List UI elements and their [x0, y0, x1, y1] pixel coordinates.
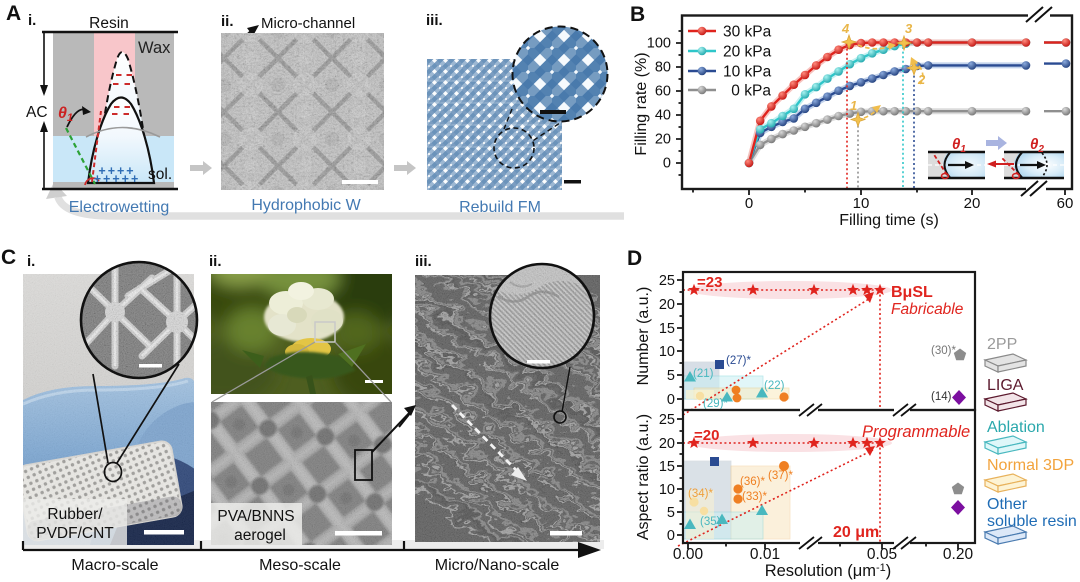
svg-text:3: 3 — [905, 21, 913, 36]
svg-text:(14): (14) — [931, 391, 952, 403]
svg-text:20 kPa: 20 kPa — [723, 44, 772, 61]
svg-text:20: 20 — [659, 436, 675, 452]
svg-text:60: 60 — [1057, 195, 1074, 212]
svg-text:10: 10 — [659, 344, 675, 360]
svg-text:++++: ++++ — [98, 164, 135, 178]
svg-text:A: A — [6, 2, 21, 25]
svg-text:10 kPa: 10 kPa — [723, 64, 772, 81]
svg-text:0.00: 0.00 — [673, 546, 704, 563]
svg-text:30 kPa: 30 kPa — [723, 24, 772, 41]
svg-text:Ablation: Ablation — [987, 419, 1045, 436]
svg-text:(34)*: (34)* — [688, 488, 713, 500]
svg-text:0.01: 0.01 — [750, 546, 780, 563]
svg-text:5: 5 — [667, 505, 675, 521]
svg-text:ii.: ii. — [221, 13, 234, 30]
svg-text:Fabricable: Fabricable — [891, 301, 964, 318]
svg-text:iii.: iii. — [415, 253, 432, 270]
svg-text:20 μm: 20 μm — [833, 524, 879, 541]
svg-text:0: 0 — [663, 156, 671, 172]
svg-text:AC: AC — [26, 104, 48, 121]
svg-text:PVA/BNNS: PVA/BNNS — [217, 508, 294, 525]
svg-text:Aspect ratio (a.u.): Aspect ratio (a.u.) — [635, 414, 652, 540]
svg-text:(36)*: (36)* — [740, 476, 765, 488]
svg-text:20: 20 — [964, 195, 981, 212]
svg-text:Rebuild FM: Rebuild FM — [459, 199, 541, 216]
svg-text:C: C — [1, 246, 16, 269]
svg-text:(35)*: (35)* — [700, 516, 725, 528]
svg-text:(37)*: (37)* — [768, 470, 793, 482]
svg-text:soluble resin: soluble resin — [987, 513, 1077, 530]
svg-text:(29)*: (29)* — [703, 398, 728, 410]
svg-text:Filling time (s): Filling time (s) — [839, 212, 939, 229]
svg-text:25: 25 — [659, 273, 675, 289]
svg-text:15: 15 — [659, 459, 675, 475]
svg-text:=20: =20 — [694, 427, 719, 444]
svg-text:Rubber/: Rubber/ — [47, 506, 103, 523]
svg-text:PVDF/CNT: PVDF/CNT — [36, 525, 114, 542]
svg-text:80: 80 — [655, 60, 671, 76]
svg-text:D: D — [627, 247, 642, 270]
svg-text:Number (a.u.): Number (a.u.) — [635, 287, 652, 386]
svg-text:Hydrophobic W: Hydrophobic W — [251, 197, 361, 214]
svg-text:LIGA: LIGA — [987, 377, 1024, 394]
svg-text:(22): (22) — [764, 380, 785, 392]
svg-text:15: 15 — [659, 321, 675, 337]
svg-text:Meso-scale: Meso-scale — [259, 557, 341, 574]
svg-text:i.: i. — [28, 12, 36, 29]
svg-text:Programmable: Programmable — [862, 423, 970, 441]
svg-text:60: 60 — [655, 84, 671, 100]
svg-text:Micro-channel: Micro-channel — [261, 15, 355, 32]
svg-text:20: 20 — [659, 297, 675, 313]
svg-text:1: 1 — [850, 98, 857, 113]
svg-text:40: 40 — [655, 108, 671, 124]
svg-text:Wax: Wax — [138, 39, 171, 57]
svg-text:0.20: 0.20 — [943, 546, 974, 563]
svg-text:iii.: iii. — [426, 12, 443, 29]
svg-text:5: 5 — [667, 368, 675, 384]
svg-text:2: 2 — [917, 72, 926, 87]
svg-text:=23: =23 — [697, 274, 722, 291]
svg-text:Filling rate (%): Filling rate (%) — [633, 52, 650, 155]
svg-text:sol.: sol. — [148, 166, 172, 183]
svg-text:Normal 3DP: Normal 3DP — [987, 457, 1074, 474]
svg-text:ii.: ii. — [209, 253, 222, 270]
svg-text:(27)*: (27)* — [726, 355, 751, 367]
svg-text:+++++: +++++ — [94, 172, 141, 186]
svg-text:Other: Other — [987, 496, 1028, 513]
svg-text:10: 10 — [659, 482, 675, 498]
svg-text:0.05: 0.05 — [867, 546, 897, 563]
svg-text:0: 0 — [667, 392, 675, 408]
svg-text:10: 10 — [853, 195, 870, 212]
svg-text:Macro-scale: Macro-scale — [71, 557, 158, 574]
svg-text:100: 100 — [647, 36, 671, 52]
svg-text:0: 0 — [745, 195, 753, 212]
svg-text:(21): (21) — [693, 368, 714, 380]
svg-text:Micro/Nano-scale: Micro/Nano-scale — [435, 557, 560, 574]
svg-text:BμSL: BμSL — [891, 284, 933, 301]
svg-text:i.: i. — [27, 253, 35, 270]
svg-text:20: 20 — [655, 132, 671, 148]
svg-text:25: 25 — [659, 412, 675, 428]
svg-text:2PP: 2PP — [987, 336, 1017, 353]
svg-text:4: 4 — [841, 21, 850, 36]
svg-text:0: 0 — [667, 528, 675, 544]
svg-text:B: B — [630, 3, 645, 26]
svg-text:0 kPa: 0 kPa — [727, 83, 771, 100]
svg-text:Electrowetting: Electrowetting — [69, 199, 170, 216]
svg-text:Resin: Resin — [89, 15, 129, 32]
svg-text:aerogel: aerogel — [234, 527, 286, 544]
svg-text:(30)*: (30)* — [931, 345, 956, 357]
svg-text:Resolution (μm-1): Resolution (μm-1) — [765, 562, 892, 580]
svg-text:(33)*: (33)* — [742, 491, 767, 503]
